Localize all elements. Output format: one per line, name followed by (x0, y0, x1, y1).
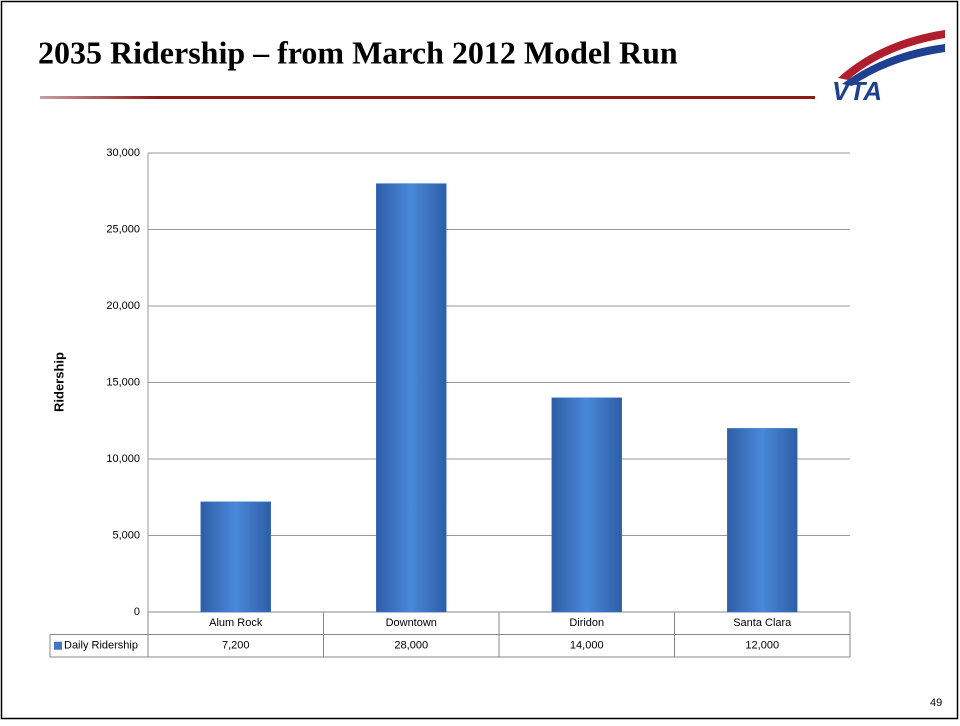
page-number: 49 (930, 697, 942, 709)
y-tick-label: 30,000 (106, 147, 140, 159)
logo-text: VTA (832, 76, 882, 106)
logo-swoosh (838, 30, 945, 80)
y-axis-label: Ridership (51, 352, 66, 412)
table-value: 14,000 (570, 640, 604, 652)
y-tick-label: 15,000 (106, 376, 140, 388)
y-tick-label: 20,000 (106, 300, 140, 312)
slide-title: 2035 Ridership – from March 2012 Model R… (38, 34, 678, 70)
bar (200, 501, 271, 613)
table-value: 28,000 (394, 640, 428, 652)
logo-swoosh (842, 44, 945, 86)
x-tick-label: Santa Clara (733, 617, 792, 629)
table-value: 12,000 (745, 640, 779, 652)
x-tick-label: Downtown (386, 617, 437, 629)
x-tick-label: Alum Rock (209, 617, 263, 629)
x-tick-label: Diridon (569, 617, 604, 629)
y-tick-label: 5,000 (112, 529, 140, 541)
bar (551, 397, 622, 613)
logo: VTA (832, 30, 945, 106)
title-underline (40, 96, 815, 99)
legend-swatch (54, 641, 62, 650)
legend-label: Daily Ridership (64, 640, 138, 652)
y-tick-label: 0 (134, 606, 140, 618)
y-tick-label: 10,000 (106, 453, 140, 465)
bar (727, 428, 798, 613)
table-value: 7,200 (222, 640, 250, 652)
y-tick-label: 25,000 (106, 223, 140, 235)
bar (376, 183, 447, 613)
